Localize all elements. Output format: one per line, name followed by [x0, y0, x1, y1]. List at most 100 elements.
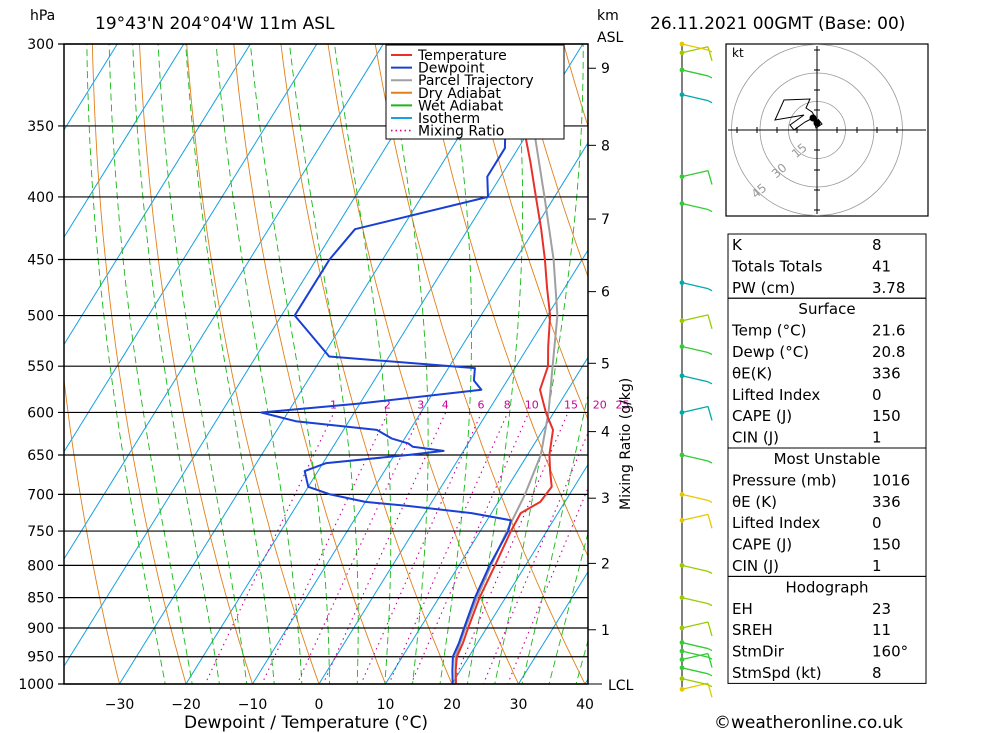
- isotherm-line: [64, 44, 384, 560]
- wind-level-dot: [679, 92, 685, 98]
- wind-barb-flag: [707, 570, 713, 574]
- isotherm-line: [64, 44, 318, 453]
- wind-barb-flag: [707, 288, 713, 292]
- pressure-tick-label: 800: [27, 558, 54, 574]
- wind-barb: [681, 375, 709, 383]
- series-parcel-trajectory: [454, 44, 559, 684]
- isotherm-line: [64, 44, 118, 131]
- table-row-label: K: [732, 236, 743, 254]
- table-section-title: Surface: [798, 300, 855, 318]
- temperature-tick-label: −10: [238, 697, 268, 713]
- wind-level-dot: [679, 410, 685, 415]
- wind-barb-flag: [707, 170, 713, 185]
- isotherm-line: [318, 249, 588, 684]
- dry-adiabat-line: [374, 44, 586, 684]
- wet-adiabat-line: [157, 44, 248, 684]
- temperature-tick-label: 20: [443, 697, 461, 713]
- pressure-tick-label: 450: [27, 253, 54, 269]
- mixing-ratio-line: [261, 412, 389, 684]
- wind-level-dot: [679, 452, 685, 458]
- mixing-ratio-label: 10: [525, 398, 539, 411]
- wind-barb: [681, 596, 709, 605]
- isotherm-line: [451, 463, 588, 684]
- dry-adiabat-line: [421, 44, 588, 558]
- isotherm-line: [251, 141, 588, 684]
- table-row-label: CIN (J): [732, 557, 779, 575]
- pressure-tick-label: 1000: [18, 677, 54, 693]
- mixing-ratio-label: 6: [478, 398, 485, 411]
- table-row-label: θE (K): [732, 493, 777, 511]
- altitude-tick-label: 3: [601, 491, 610, 507]
- series-dewpoint: [260, 44, 514, 684]
- wind-barb: [681, 513, 709, 521]
- wet-adiabat-line: [249, 44, 330, 684]
- table-row-value: 8: [872, 664, 882, 682]
- wind-barb: [681, 493, 709, 502]
- pressure-tick-label: 600: [27, 405, 54, 421]
- table-section-box: [727, 575, 927, 684]
- mixing-ratio-line: [507, 486, 588, 684]
- dry-adiabat-line: [91, 44, 187, 684]
- wet-adiabat-line: [521, 392, 588, 684]
- dry-adiabat-line: [280, 44, 453, 684]
- pressure-tick-label: 900: [27, 621, 54, 637]
- wind-barb-flag: [707, 656, 713, 660]
- pressure-tick-label: 850: [27, 591, 54, 607]
- mixing-ratio-line: [482, 431, 588, 684]
- table-row-label: Lifted Index: [732, 514, 820, 532]
- wind-barb-flag: [707, 208, 713, 213]
- table-row-value: 21.6: [872, 322, 905, 340]
- wind-barb-flag: [707, 75, 713, 79]
- wet-adiabat-line: [439, 44, 472, 684]
- temperature-tick-label: 10: [377, 697, 395, 713]
- wet-adiabat-line: [108, 44, 193, 684]
- indices-table: K 8 Totals Totals 41 PW (cm) 3.78 Surface Temp …: [727, 233, 927, 684]
- wet-adiabat-line: [185, 44, 275, 684]
- legend-entry: Dewpoint: [418, 61, 485, 77]
- pressure-tick-label: 650: [27, 448, 54, 464]
- wind-barb: [681, 43, 709, 51]
- table-row-value: 3.78: [872, 279, 905, 297]
- wind-level-dot: [679, 50, 685, 56]
- wind-barb: [681, 454, 709, 462]
- wind-barb: [681, 564, 709, 573]
- temperature-tick-label: −20: [171, 697, 201, 713]
- table-section-title: Hodograph: [785, 578, 868, 596]
- wind-barb: [681, 314, 709, 322]
- table-row-label: CAPE (J): [732, 536, 792, 554]
- legend-entry: Parcel Trajectory: [418, 73, 534, 89]
- wind-barb: [681, 282, 709, 290]
- wind-barb-flag: [707, 653, 713, 668]
- header-location: 19°43'N 204°04'W 11m ASL: [95, 14, 335, 34]
- wind-level-dot: [679, 640, 685, 645]
- table-row-label: Dewp (°C): [732, 343, 809, 361]
- wind-level-dot: [679, 657, 685, 662]
- pressure-tick-label: 300: [27, 37, 54, 53]
- mixing-ratio-axis-label: Mixing Ratio (g/kg): [618, 378, 634, 510]
- table-row-label: StmSpd (kt): [732, 664, 822, 682]
- pressure-tick-label: 500: [27, 309, 54, 325]
- wind-barb: [681, 678, 709, 686]
- wind-barb: [681, 405, 709, 414]
- table-row-value: 336: [872, 493, 901, 511]
- altitude-tick-label: 2: [601, 556, 610, 572]
- mixing-ratio-label: 25: [616, 398, 630, 411]
- mixing-ratio-label: 15: [564, 398, 578, 411]
- wind-barb-flag: [707, 49, 713, 53]
- mixing-ratio-label: 20: [593, 398, 607, 411]
- legend-entry: Dry Adiabat: [418, 86, 501, 102]
- temperature-tick-labels: −30 −20 −10 0 10 20 30 40: [105, 697, 594, 713]
- mixing-ratio-line: [452, 412, 569, 684]
- wind-barb-flag: [707, 381, 713, 385]
- wet-adiabat-line: [132, 44, 220, 684]
- table-row-label: CAPE (J): [732, 407, 792, 425]
- altitude-tick-labels: 1 2 3 4 5 6 7 8 9: [588, 61, 610, 639]
- wind-barb-flag: [707, 603, 713, 607]
- table-row-label: Pressure (mb): [732, 471, 837, 489]
- wind-level-dot: [679, 373, 685, 379]
- legend-entry: Wet Adiabat: [418, 98, 504, 114]
- altitude-tick-label: 1: [601, 623, 610, 639]
